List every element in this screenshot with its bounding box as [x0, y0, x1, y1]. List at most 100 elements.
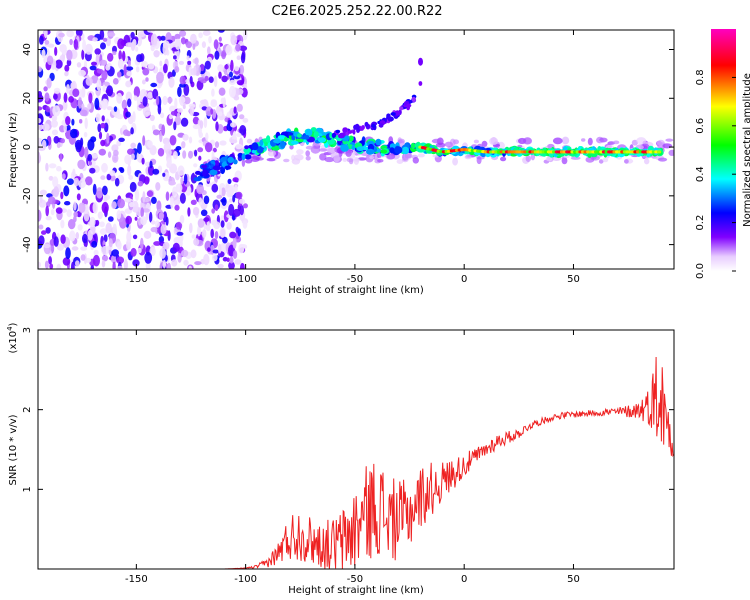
- noise-blob: [181, 249, 189, 258]
- halo-blob: [324, 156, 335, 163]
- noise-blob: [126, 148, 135, 155]
- colorbar-label: Normalized spectral amplitude: [742, 73, 750, 227]
- noise-blob: [178, 60, 185, 65]
- noise-blob: [157, 147, 165, 157]
- noise-blob: [62, 100, 68, 111]
- noise-blob: [78, 202, 86, 214]
- noise-blob: [213, 75, 218, 88]
- x-tick-label: 0: [461, 574, 467, 585]
- noise-blob: [130, 31, 135, 39]
- noise-blob: [229, 71, 233, 78]
- noise-blob: [63, 185, 70, 197]
- noise-blob: [45, 162, 49, 172]
- noise-blob: [83, 131, 88, 138]
- noise-blob: [101, 201, 109, 214]
- noise-blob: [125, 208, 130, 214]
- noise-blob: [90, 265, 94, 269]
- noise-blob: [214, 141, 220, 149]
- branch-blob: [418, 81, 423, 86]
- noise-blob: [200, 99, 208, 105]
- noise-blob: [235, 43, 241, 52]
- isolated-blob: [418, 57, 423, 66]
- halo-blob: [476, 156, 482, 165]
- noise-blob: [211, 219, 218, 226]
- noise-blob: [133, 95, 138, 101]
- noise-blob: [98, 148, 107, 156]
- trail-blob: [244, 154, 252, 160]
- noise-blob: [233, 75, 241, 80]
- noise-blob: [76, 193, 81, 201]
- noise-blob: [117, 265, 123, 269]
- noise-blob: [38, 209, 42, 222]
- trail-blob: [291, 140, 299, 145]
- noise-blob: [91, 61, 97, 66]
- halo-blob: [266, 158, 276, 162]
- trail-blob: [340, 144, 349, 152]
- noise-blob: [156, 71, 164, 84]
- noise-blob: [214, 231, 219, 239]
- noise-blob: [190, 33, 197, 44]
- halo-blob: [624, 159, 629, 164]
- noise-blob: [179, 214, 185, 224]
- trail-blob: [394, 146, 403, 154]
- noise-blob: [230, 59, 234, 72]
- trail-blob: [251, 142, 259, 151]
- noise-blob: [162, 172, 166, 177]
- noise-blob: [191, 234, 196, 239]
- halo-blob: [246, 138, 253, 144]
- noise-blob: [125, 111, 131, 118]
- noise-blob: [158, 236, 165, 243]
- halo-blob: [585, 156, 595, 163]
- noise-blob: [99, 30, 105, 40]
- trail-blob: [351, 145, 356, 150]
- noise-blob: [238, 198, 246, 204]
- noise-blob: [210, 108, 214, 115]
- noise-blob: [112, 223, 117, 236]
- noise-blob: [150, 220, 156, 225]
- noise-blob: [217, 243, 222, 254]
- figure-title: C2E6.2025.252.22.00.R22: [271, 4, 442, 19]
- noise-blob: [102, 185, 108, 196]
- noise-blob: [38, 261, 42, 269]
- halo-blob: [318, 148, 328, 152]
- colorbar-gradient: [711, 29, 736, 271]
- noise-blob: [230, 34, 238, 46]
- noise-blob: [107, 216, 114, 222]
- noise-blob: [105, 222, 112, 234]
- halo-blob: [665, 138, 674, 142]
- noise-blob: [174, 33, 181, 40]
- noise-blob: [174, 97, 178, 110]
- halo-blob: [435, 142, 446, 148]
- noise-blob: [158, 212, 164, 220]
- noise-blob: [203, 253, 210, 266]
- spectrogram-panel: -150 -100 -50 0 50 -40 -20 0 20 40 Height of str…: [8, 29, 675, 296]
- noise-blob: [200, 63, 205, 72]
- noise-blob: [211, 208, 216, 214]
- noise-blob: [112, 51, 117, 56]
- halo-blob: [636, 137, 647, 145]
- noise-blob: [180, 37, 186, 45]
- noise-blob: [85, 176, 93, 186]
- noise-blob: [180, 176, 184, 185]
- noise-blob: [243, 203, 248, 209]
- noise-blob: [168, 76, 175, 88]
- noise-blob: [72, 168, 76, 178]
- noise-blob: [221, 197, 227, 206]
- x-tick-label: 50: [567, 274, 580, 285]
- y-tick-label: -20: [22, 188, 33, 204]
- x-tick-label: -150: [125, 274, 148, 285]
- noise-blob: [116, 210, 122, 220]
- halo-blob: [305, 150, 311, 157]
- noise-blob: [225, 44, 233, 56]
- noise-blob: [168, 114, 173, 120]
- noise-blob: [140, 237, 144, 250]
- noise-blob: [114, 177, 120, 187]
- halo-blob: [473, 139, 479, 144]
- trail-blob: [318, 137, 326, 143]
- noise-blob: [110, 174, 116, 182]
- noise-blob: [207, 247, 211, 252]
- noise-blob: [233, 106, 237, 114]
- noise-blob: [66, 59, 72, 67]
- noise-blob: [151, 124, 156, 132]
